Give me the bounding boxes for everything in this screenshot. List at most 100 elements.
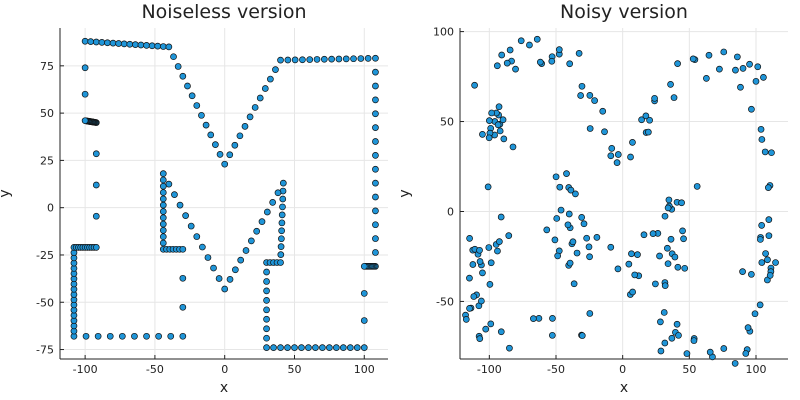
scatter-point [258,218,266,225]
scatter-point [179,303,187,311]
y-tick-label: 100 [433,26,454,39]
x-tick-label: 100 [746,363,767,376]
scatter-point [372,207,379,215]
scatter-point [575,50,583,57]
scatter-point [372,165,379,173]
scatter-point [583,234,591,242]
scatter-point [649,230,657,237]
scatter-point [693,183,701,190]
scatter-point [668,334,676,342]
scatter-point [601,128,608,136]
scatter-point [512,65,519,73]
scatter-point [570,280,578,288]
scatter-point [485,244,493,251]
scatter-point [342,55,350,63]
scatter-point [657,318,664,326]
scatter-point [372,221,379,229]
scatter-point [479,269,486,277]
scatter-point [678,199,685,207]
scatter-point [350,55,357,63]
y-axis-label: y [0,189,13,197]
scatter-point [221,160,229,168]
scatter-point [236,132,244,140]
scatter-point [690,337,698,344]
scatter-point [732,66,739,74]
scatter-point [572,190,579,198]
scatter-point [159,201,167,209]
scatter-point [92,244,100,251]
scatter-point [549,315,556,322]
scatter-point [739,268,746,275]
scatter-point [640,231,648,239]
scatter-point [656,252,663,260]
scatter-point [267,75,274,83]
scatter-point [673,320,681,328]
scatter-point [567,186,575,194]
scatter-point [159,176,167,184]
scatter-point [466,234,473,242]
scatter-point [346,344,354,351]
scatter-point [165,43,173,51]
scatter-point [661,212,669,220]
scatter-point [372,193,379,201]
scatter-point [215,275,223,282]
scatter-point [263,287,270,295]
scatter-point [284,344,291,351]
scatter-point [705,51,713,59]
scatter-point [680,235,687,243]
x-tick-label: -50 [547,363,565,376]
scatter-point [372,54,379,62]
scatter-point [167,332,175,340]
scatter-point [486,280,494,288]
scatter-point [92,212,100,220]
scatter-point [503,59,511,67]
scatter-point [533,35,541,43]
scatter-point [263,325,270,333]
chart-title: Noiseless version [141,1,306,23]
scatter-point [661,282,669,290]
scatter-point [202,121,210,129]
scatter-point [372,124,379,131]
scatter-point [212,141,219,148]
scatter-point [360,262,368,270]
scatter-point [764,184,772,191]
scatter-point [98,39,106,46]
scatter-point [372,152,379,159]
scatter-point [752,77,760,85]
scatter-point [278,219,286,227]
scatter-point [578,332,586,339]
scatter-point [277,259,284,266]
scatter-point [246,113,254,121]
scatter-point [263,306,270,314]
scatter-point [333,344,340,351]
scatter-point [143,42,150,49]
y-tick-label: 0 [47,202,54,215]
scatter-point [679,227,686,235]
scatter-point [506,46,514,54]
scatter-point [263,315,270,323]
scatter-point [232,266,239,274]
scatter-point [269,199,277,206]
scatter-point [634,251,641,258]
scatter-point [179,332,187,340]
y-tick-label: -50 [436,295,454,308]
scatter-point [237,256,245,264]
scatter-point [627,153,634,161]
scatter-point [739,65,747,72]
scatter-point [471,81,478,89]
scatter-point [758,222,766,229]
scatter-point [159,43,167,50]
scatter-point [661,339,669,347]
scatter-point [193,233,201,240]
x-tick-label: -100 [477,363,502,376]
scatter-point [758,136,766,143]
scatter-point [495,103,503,111]
scatter-point [765,232,773,240]
scatter-point [765,216,773,223]
scatter-point [675,331,682,339]
scatter-point [278,235,285,243]
scatter-point [586,253,593,261]
scatter-point [613,159,621,166]
scatter-point [171,191,178,198]
scatter-point [586,125,594,132]
